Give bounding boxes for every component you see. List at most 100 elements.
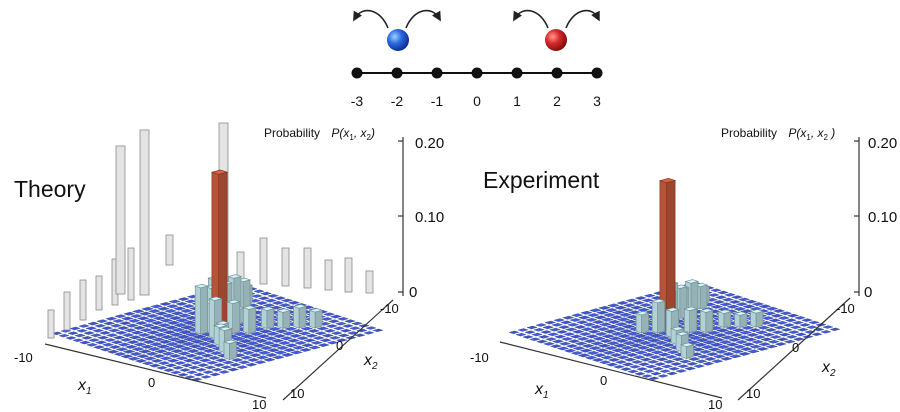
floor-tile [329,314,343,319]
probability-bar [675,331,690,336]
floor-tile [566,322,580,327]
floor-tile [786,313,800,318]
z-title-word: Probability [264,126,320,140]
floor-tile [200,375,212,379]
floor-tile [192,334,207,339]
floor-tile [765,344,778,349]
floor-tile [328,336,341,340]
floor-tile [652,345,666,350]
lattice-site [391,67,403,79]
floor-tile [553,318,566,322]
floor-tile [281,352,295,357]
probability-bar-face [277,310,284,329]
floor-tile [747,349,760,354]
z-tick: 0.20 [415,135,444,152]
floor-tile [598,360,612,365]
projection-bar [365,270,374,294]
floor-tile [587,313,600,318]
floor-tile [150,320,165,325]
floor-tile [141,323,155,328]
floor-tile [775,320,789,325]
floor-tile [150,358,164,363]
floor-tile [636,345,650,350]
probability-bar-face [683,308,691,334]
floor-tile [186,370,198,375]
floor-tile [127,356,141,361]
floor-tile [298,331,312,336]
floor-tile [263,357,276,362]
floor-tile [756,347,769,351]
floor-tile [526,325,538,330]
lattice-site-label: -3 [351,93,364,109]
floor-tile [739,330,753,335]
floor-tile [163,368,175,372]
floor-tile [789,325,802,330]
floor-tile [554,334,567,339]
x1-label-sub: 1 [543,390,549,401]
floor-tile [246,358,260,362]
floor-tile [271,301,285,305]
floor-tile [544,320,557,325]
floor-tile [164,363,178,368]
projection-bar [139,129,150,296]
floor-tile [574,341,588,346]
floor-tile [193,372,205,377]
floor-tile [612,365,626,369]
floor-tile [717,290,729,295]
probability-bar [227,274,243,279]
probability-bar [670,326,685,331]
floor-tile [569,334,583,339]
floor-tile [721,352,735,356]
floor-tile [601,334,615,339]
floor-tile [265,331,280,336]
floor-tile [777,316,791,320]
panel-theory: Theory 0.20 0.10 0 Probability P(x1, x2)… [14,122,444,412]
floor-tile [811,332,823,337]
floor-tile [90,333,103,338]
floor-tile [726,304,740,309]
floor-tile [142,339,156,344]
floor-tile [618,350,632,355]
floor-tile [607,303,620,308]
probability-bars [635,177,765,360]
floor-tile [779,311,793,316]
floor-tile [560,337,574,341]
lattice-site-label: -2 [391,93,404,109]
floor-tile [571,329,585,334]
floor-tile [607,357,621,362]
floor-tile [190,339,205,344]
floor-tile [716,344,731,350]
probability-bar-face [194,285,201,335]
floor-tile [72,338,84,343]
floor-tile [621,362,635,367]
probability-bar-face [739,313,748,328]
floor-tile [678,359,692,364]
floor-tile [602,312,616,317]
floor-tile [713,333,728,338]
floor-tile [280,336,294,341]
floor-tile [787,330,800,334]
floor-tile [125,323,139,328]
floor-tile [154,311,169,316]
floor-tile [289,333,303,338]
x1-label: x [77,377,87,394]
floor-tile [264,298,278,303]
floor-tile [150,304,163,309]
floor-tile [646,359,660,364]
floor-tile [282,331,296,336]
floor-tile [211,367,223,372]
floor-tile [595,348,609,353]
floor-tile [322,312,336,317]
floor-tile [770,313,784,318]
floor-tile [152,316,167,321]
probability-bar-face [718,311,725,328]
x1-tick: 0 [600,373,607,388]
z-tick: 0.20 [868,135,897,152]
probability-bar-face [680,344,687,360]
floor-tile [763,311,777,316]
floor-tile [686,361,699,366]
floor-tile [276,345,290,350]
particle-blue [387,29,409,51]
floor-tile [767,339,780,344]
floor-tile [744,337,758,342]
